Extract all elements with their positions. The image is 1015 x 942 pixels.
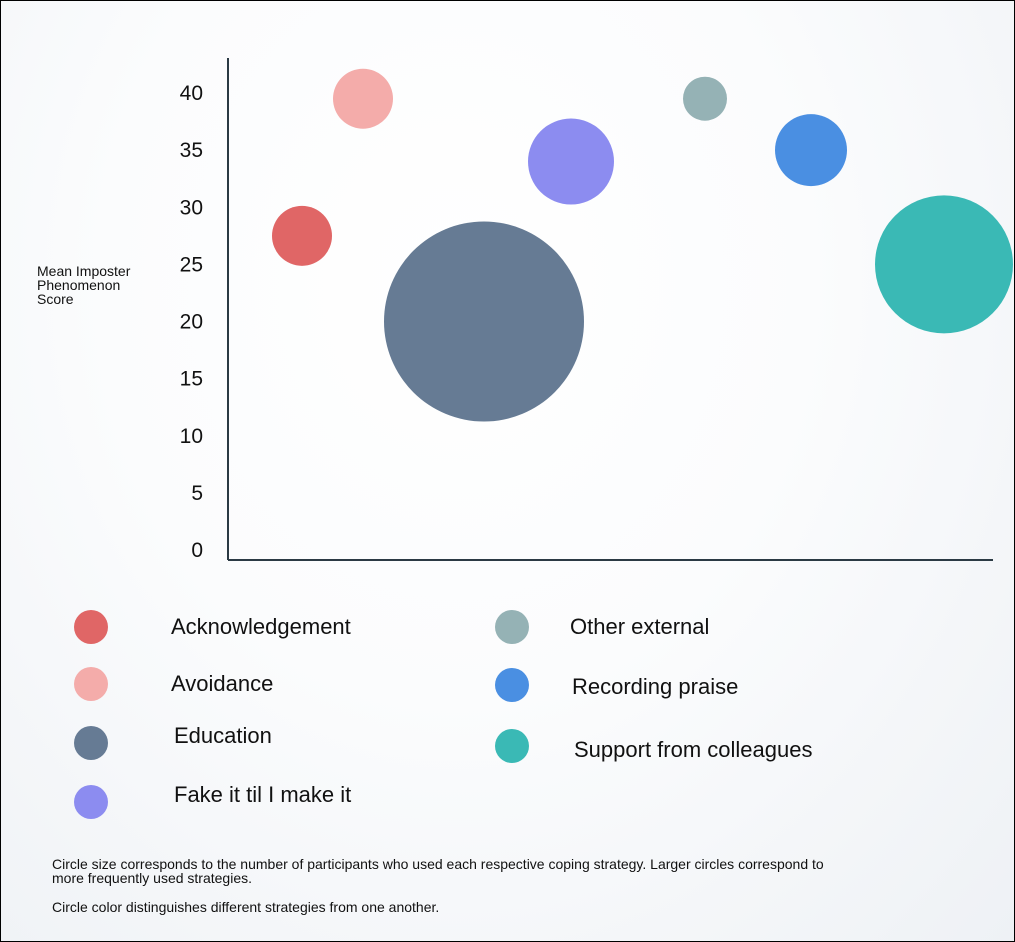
bubble-recording-praise <box>775 114 847 187</box>
legend-swatch <box>74 726 108 760</box>
legend-item-avoidance: Avoidance <box>74 667 273 701</box>
legend-swatch <box>495 729 529 763</box>
bubble-chart: 0 5 10 15 20 25 30 35 40 <box>180 58 1013 562</box>
legend-item-support-from-colleagues: Support from colleagues <box>495 729 812 763</box>
legend-item-recording-praise: Recording praise <box>495 668 738 702</box>
bubble-fake-it-til-i-make-it <box>528 118 614 205</box>
bubble-support-from-colleagues <box>875 195 1013 334</box>
legend-label: Support from colleagues <box>574 737 813 762</box>
size-note-line-1: Circle size corresponds to the number of… <box>52 856 824 872</box>
legend-swatch <box>74 785 108 819</box>
legend-label: Acknowledgement <box>171 614 351 639</box>
y-tick-label: 35 <box>180 139 203 162</box>
legend-item-acknowledgement: Acknowledgement <box>74 610 351 644</box>
bubble-acknowledgement <box>272 205 332 266</box>
legend-item-fake-it: Fake it til I make it <box>74 782 352 819</box>
legend-swatch <box>74 667 108 701</box>
bubble-other-external <box>683 76 727 121</box>
legend-swatch <box>495 610 529 644</box>
legend-label: Recording praise <box>572 674 739 699</box>
legend-label: Other external <box>570 614 710 639</box>
color-note: Circle color distinguishes different str… <box>52 899 440 915</box>
legend-label: Fake it til I make it <box>174 782 352 807</box>
legend-swatch <box>495 668 529 702</box>
y-axis-label: Mean Imposter Phenomenon Score <box>37 263 131 307</box>
y-tick-label: 25 <box>180 253 203 276</box>
legend-item-other-external: Other external <box>495 610 709 644</box>
y-tick-label: 15 <box>180 368 203 391</box>
y-tick-label: 10 <box>180 425 203 448</box>
bubble-avoidance <box>333 68 393 129</box>
legend-label: Education <box>174 723 272 748</box>
size-note-line-2: more frequently used strategies. <box>52 870 252 886</box>
legend-swatch <box>74 610 108 644</box>
bubble-education <box>384 221 584 422</box>
legend-item-education: Education <box>74 723 272 760</box>
y-tick-label: 0 <box>191 539 203 562</box>
y-tick-label: 30 <box>180 196 203 219</box>
legend-label: Avoidance <box>171 671 274 696</box>
y-tick-label: 20 <box>180 311 203 334</box>
y-tick-label: 40 <box>180 82 203 105</box>
y-tick-label: 5 <box>191 482 203 505</box>
